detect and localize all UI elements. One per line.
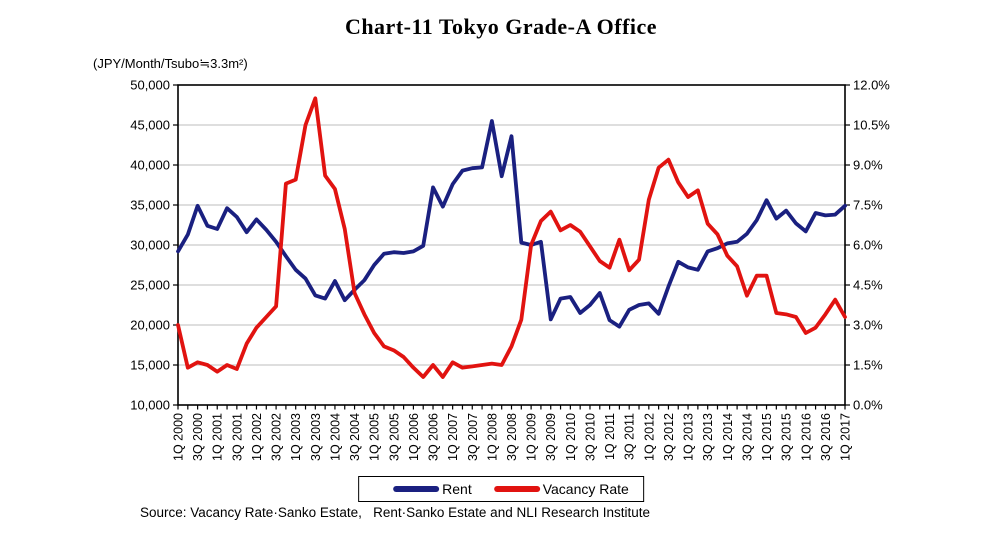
left-axis-tick-label: 35,000 [130,198,170,213]
x-axis-tick-label: 1Q 2003 [289,413,303,461]
right-axis-tick-label: 6.0% [853,238,883,253]
left-axis-tick-label: 15,000 [130,358,170,373]
x-axis-tick-label: 3Q 2013 [701,413,715,461]
right-axis-tick-label: 10.5% [853,118,890,133]
x-axis-tick-label: 3Q 2005 [387,413,401,461]
x-axis-tick-label: 3Q 2000 [191,413,205,461]
left-axis-tick-label: 30,000 [130,238,170,253]
right-axis-tick-label: 12.0% [853,78,890,93]
x-axis-tick-label: 1Q 2001 [211,413,225,461]
x-axis-tick-label: 1Q 2000 [172,413,186,461]
x-axis-tick-label: 3Q 2014 [740,413,754,461]
x-axis-tick-label: 1Q 2008 [485,413,499,461]
rent-line [176,119,847,329]
x-axis-tick-label: 1Q 2013 [682,413,696,461]
x-axis-tick-label: 1Q 2015 [760,413,774,461]
x-axis-tick-label: 1Q 2002 [250,413,264,461]
vacancy-legend-label: Vacancy Rate [542,480,629,497]
right-axis-tick-label: 9.0% [853,158,883,173]
x-axis-tick-label: 1Q 2009 [525,413,539,461]
x-axis-tick-label: 1Q 2010 [564,413,578,461]
left-axis-tick-label: 40,000 [130,158,170,173]
x-axis-tick-label: 3Q 2007 [466,413,480,461]
legend: Rent Vacancy Rate [358,476,644,502]
right-axis-tick-label: 4.5% [853,278,883,293]
x-axis-tick-label: 3Q 2002 [270,413,284,461]
x-axis-tick-label: 3Q 2001 [230,413,244,461]
x-axis-tick-label: 3Q 2015 [780,413,794,461]
left-axis-tick-label: 20,000 [130,318,170,333]
x-axis-tick-label: 1Q 2006 [407,413,421,461]
left-axis-tick-label: 45,000 [130,118,170,133]
x-axis-tick-label: 3Q 2009 [544,413,558,461]
left-axis-unit-label: (JPY/Month/Tsubo≒3.3m²) [93,56,248,71]
vacancy-line [176,96,847,379]
x-axis-tick-label: 3Q 2016 [819,413,833,461]
x-axis-tick-label: 1Q 2004 [328,413,342,461]
right-axis-tick-label: 7.5% [853,198,883,213]
left-axis-tick-label: 50,000 [130,78,170,93]
right-axis-tick-label: 1.5% [853,358,883,373]
x-axis-tick-label: 3Q 2012 [662,413,676,461]
x-axis-tick-label: 3Q 2008 [505,413,519,461]
rent-legend-swatch [393,485,440,492]
x-axis-tick-label: 1Q 2014 [721,413,735,461]
source-note: Source: Vacancy Rate·Sanko Estate, Rent·… [140,505,651,520]
right-axis-tick-label: 0.0% [853,398,883,413]
x-axis-tick-label: 1Q 2012 [642,413,656,461]
left-axis-tick-label: 25,000 [130,278,170,293]
x-axis-tick-label: 3Q 2003 [309,413,323,461]
x-axis-tick-label: 3Q 2010 [583,413,597,461]
x-axis-tick-label: 1Q 2017 [839,413,853,461]
chart-title: Chart-11 Tokyo Grade-A Office [344,14,658,39]
x-axis-tick-label: 1Q 2005 [368,413,382,461]
x-axis-tick-label: 3Q 2004 [348,413,362,461]
vacancy-legend-swatch [493,485,540,492]
x-axis-tick-label: 1Q 2007 [446,413,460,461]
right-axis-tick-label: 3.0% [853,318,883,333]
left-axis-tick-label: 10,000 [130,398,170,413]
x-axis-tick-label: 3Q 2006 [427,413,441,461]
x-axis-tick-label: 1Q 2011 [603,413,617,460]
x-axis-tick-label: 1Q 2016 [799,413,813,461]
rent-legend-label: Rent [442,480,472,497]
x-axis-tick-label: 3Q 2011 [623,413,637,460]
